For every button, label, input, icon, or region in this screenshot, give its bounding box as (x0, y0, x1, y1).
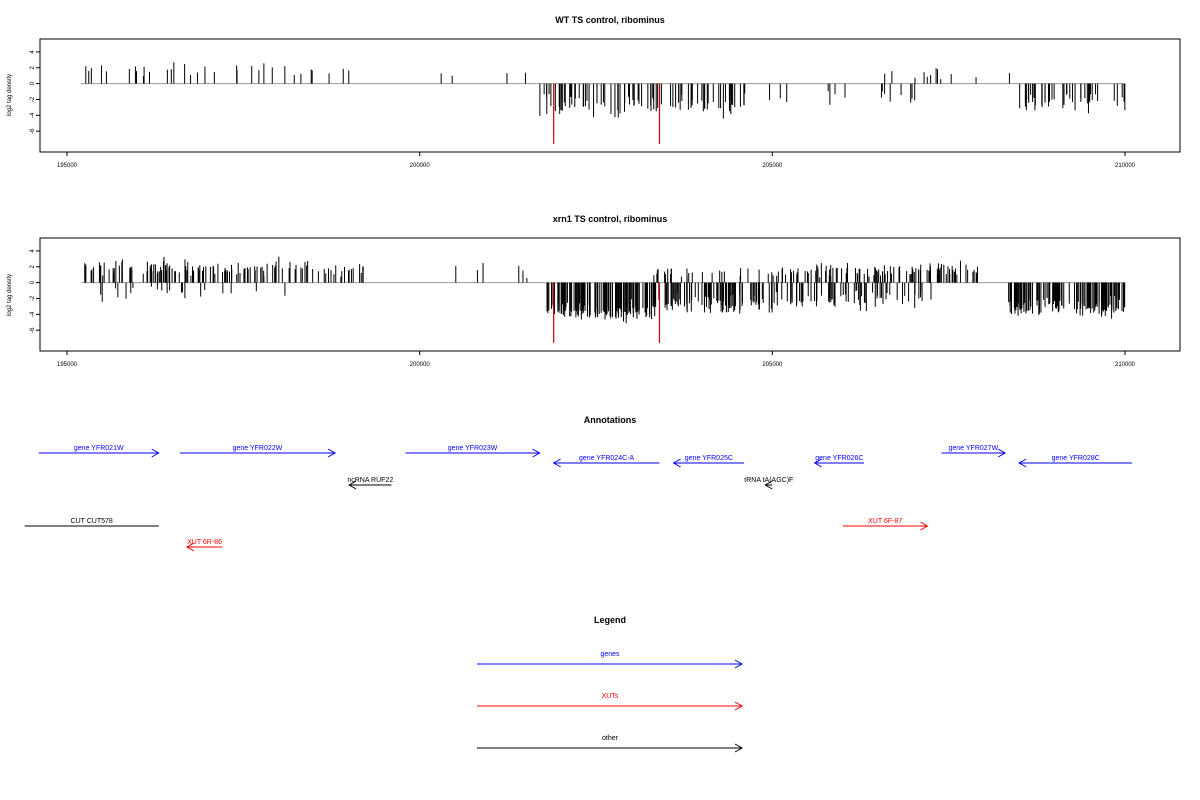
y-tick-label: -6 (30, 327, 36, 333)
annotation-feature: gene YFR025C (672, 455, 745, 468)
annotation-feature: gene YFR023W (405, 445, 541, 458)
y-tick-label: -4 (30, 311, 36, 317)
legend-item: XUTs (477, 693, 744, 711)
y-tick-label: 2 (30, 264, 36, 268)
feature-arrowhead (1018, 458, 1027, 468)
feature-arrowhead (813, 458, 822, 468)
wt-track-panel: WT TS control, ribominus log2 tag densit… (7, 15, 1181, 169)
legend: genes XUTs other (477, 651, 744, 753)
legend-arrowhead (734, 701, 744, 711)
feature-label: XUT 6F-87 (868, 518, 902, 525)
feature-label: gene YFR026C (815, 455, 863, 462)
xrn1-track-panel: xrn1 TS control, ribominus log2 tag dens… (7, 214, 1181, 368)
feature-arrowhead (348, 480, 357, 490)
feature-arrowhead (920, 521, 929, 531)
feature-label: gene YFR028C (1052, 455, 1100, 462)
annotation-feature: CUT CUT578 (24, 518, 159, 527)
y-tick-label: 4 (30, 249, 36, 253)
y-tick-label: 4 (30, 50, 36, 54)
feature-label: gene YFR022W (233, 445, 283, 452)
y-tick-label: 0 (30, 81, 36, 85)
y-tick-label: -2 (30, 295, 36, 301)
legend-title: Legend (594, 615, 626, 625)
x-tick-label: 200000 (410, 362, 431, 368)
xrn1-track-ylabel: log2 tag density (7, 274, 13, 316)
feature-arrowhead (327, 448, 337, 458)
x-tick-label: 200000 (410, 163, 431, 169)
feature-label: ncRNA RUF22 (347, 477, 393, 484)
xrn1-track-frame (39, 237, 1181, 352)
annotation-feature: gene YFR024C-A (552, 455, 660, 468)
annotation-feature: gene YFR022W (179, 445, 337, 458)
annotations-title: Annotations (584, 415, 637, 425)
wt-track-frame (39, 38, 1181, 153)
xrn1-track-title: xrn1 TS control, ribominus (553, 214, 668, 224)
legend-label: XUTs (602, 693, 619, 700)
wt-track-axes: 4 2 0 -2 -4 -6 195000 200000 205000 210000 (30, 50, 1136, 169)
legend-arrowhead (734, 659, 744, 669)
x-tick-label: 210000 (1115, 362, 1136, 368)
y-tick-label: 2 (30, 65, 36, 69)
y-tick-label: -6 (30, 128, 36, 134)
wt-track-bars (81, 62, 1126, 144)
feature-label: CUT CUT578 (71, 518, 113, 525)
x-tick-label: 195000 (57, 163, 78, 169)
xrn1-track-axes: 4 2 0 -2 -4 -6 195000 200000 205000 210000 (30, 249, 1136, 368)
wt-track-title: WT TS control, ribominus (555, 15, 665, 25)
feature-arrowhead (552, 458, 561, 468)
x-tick-label: 195000 (57, 362, 78, 368)
annotation-feature: ncRNA RUF22 (347, 477, 393, 490)
y-tick-label: -2 (30, 96, 36, 102)
feature-label: gene YFR021W (74, 445, 124, 452)
feature-arrowhead (997, 448, 1007, 458)
feature-label: gene YFR024C-A (579, 455, 634, 462)
legend-label: genes (600, 651, 620, 658)
legend-arrowhead (734, 743, 744, 753)
x-tick-label: 205000 (762, 362, 783, 368)
annotation-feature: gene YFR026C (813, 455, 865, 468)
x-tick-label: 205000 (762, 163, 783, 169)
feature-label: XUT 6R-86 (187, 539, 222, 546)
annotation-feature: gene YFR021W (38, 445, 160, 458)
feature-arrowhead (532, 448, 541, 458)
annotation-feature: XUT 6R-86 (185, 539, 223, 552)
feature-label: tRNA tA(AGC)F (744, 477, 793, 484)
annotation-features: gene YFR021W gene YFR022W gene YFR023W gene… (24, 445, 1133, 552)
feature-arrowhead (764, 480, 773, 490)
annotation-feature: gene YFR027W (941, 445, 1007, 458)
legend-label: other (602, 735, 619, 742)
feature-label: gene YFR023W (448, 445, 498, 452)
legend-item: other (477, 735, 744, 753)
feature-arrowhead (151, 448, 160, 458)
wt-track-ylabel: log2 tag density (7, 74, 13, 116)
annotation-feature: gene YFR028C (1018, 455, 1133, 468)
feature-label: gene YFR027W (949, 445, 999, 452)
annotation-feature: tRNA tA(AGC)F (744, 477, 793, 490)
feature-arrowhead (185, 542, 195, 552)
y-tick-label: -4 (30, 112, 36, 118)
feature-label: gene YFR025C (685, 455, 733, 462)
annotation-feature: XUT 6F-87 (842, 518, 929, 531)
xrn1-track-bars (81, 256, 1126, 343)
feature-arrowhead (672, 458, 681, 468)
x-tick-label: 210000 (1115, 163, 1136, 169)
legend-item: genes (477, 651, 744, 669)
y-tick-label: 0 (30, 280, 36, 284)
